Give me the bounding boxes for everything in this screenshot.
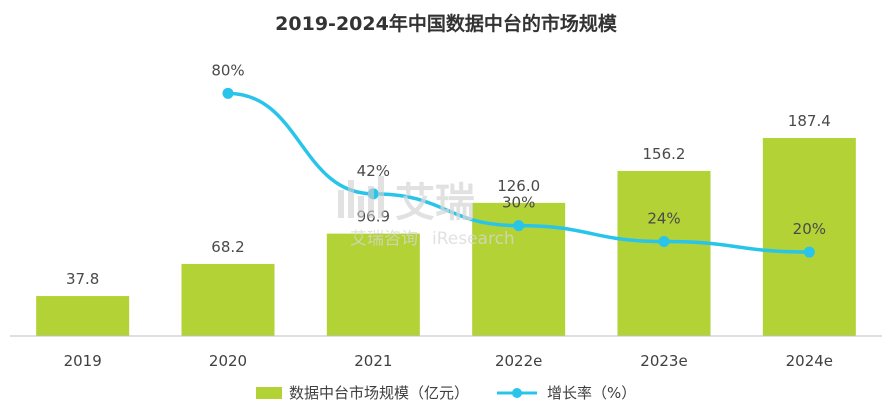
growth-line (227, 91, 810, 254)
growth-point-2024e (803, 246, 815, 258)
watermark-logo-icon (338, 176, 384, 218)
growth-point-2022e (513, 220, 525, 232)
growth-point-2023e (658, 235, 670, 247)
bar-label-2022e: 126.0 (497, 177, 540, 195)
growth-label-2022e: 30% (502, 194, 535, 212)
legend-label-line: 增长率（%） (547, 384, 636, 402)
legend: 数据中台市场规模（亿元） 增长率（%） (256, 384, 636, 402)
legend-swatch-bar (256, 387, 282, 399)
bar-label-2019: 37.8 (66, 270, 99, 288)
bar-label-2024e: 187.4 (788, 112, 831, 130)
growth-line-layer: 80% 42% 30% 24% 20% (211, 61, 826, 258)
x-tick-2021: 2021 (354, 352, 392, 370)
x-tick-labels: 2019 2020 2021 2022e 2023e 2024e (64, 352, 833, 370)
watermark: 艾瑞 艾瑞咨询 iResearch (338, 176, 515, 249)
bar-2021 (326, 233, 420, 336)
bar-2024e (762, 137, 856, 336)
watermark-line2: iResearch (432, 229, 515, 249)
bar-2020 (181, 263, 275, 336)
x-tick-2020: 2020 (209, 352, 247, 370)
x-tick-2022e: 2022e (495, 352, 542, 370)
growth-label-2023e: 24% (647, 209, 680, 227)
watermark-brand: 艾瑞 (395, 180, 475, 226)
bar-2023e (617, 170, 711, 336)
bar-label-2023e: 156.2 (643, 145, 686, 163)
legend-swatch-marker (512, 388, 522, 398)
bar-2019 (36, 296, 130, 336)
growth-label-2024e: 20% (793, 220, 826, 238)
growth-label-2020: 80% (211, 61, 244, 79)
legend-label-bar: 数据中台市场规模（亿元） (289, 384, 469, 402)
x-tick-2024e: 2024e (786, 352, 833, 370)
watermark-line1: 艾瑞咨询 (350, 229, 418, 249)
growth-point-2020 (222, 87, 234, 99)
x-tick-2023e: 2023e (640, 352, 687, 370)
x-tick-2019: 2019 (64, 352, 102, 370)
bar-label-2020: 68.2 (211, 238, 244, 256)
growth-label-2021: 42% (357, 162, 390, 180)
chart-title: 2019-2024年中国数据中台的市场规模 (275, 12, 618, 35)
